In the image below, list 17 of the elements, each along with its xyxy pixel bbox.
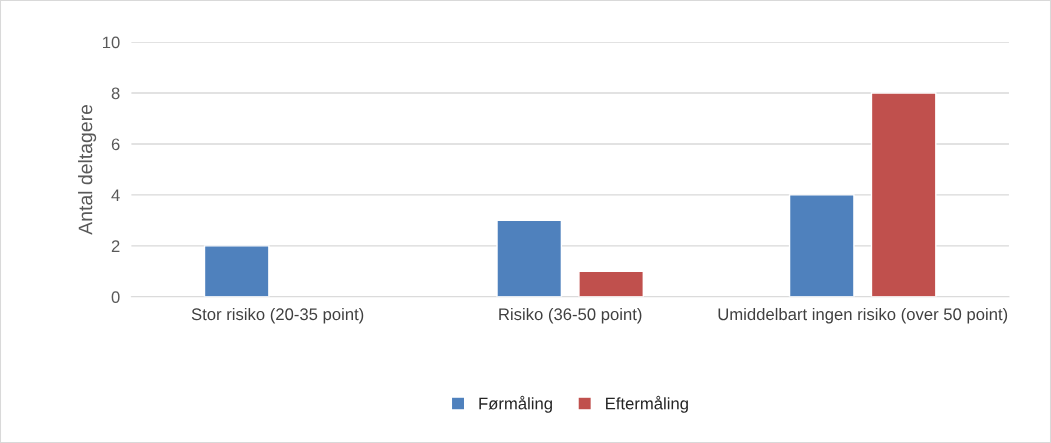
x-tick-label: Stor risiko (20-35 point) [191,307,364,324]
bar [203,245,270,297]
y-tick-label: 6 [111,138,120,151]
bar [578,270,644,297]
y-tick-label: 10 [103,36,120,49]
y-tick-label: 0 [111,291,120,304]
legend-label: Eftermåling [606,395,688,413]
x-tick-label: Risiko (36-50 point) [499,307,642,324]
legend-label: Førmåling [479,395,552,413]
bar [496,219,563,297]
x-tick-label: Umiddelbart ingen risiko (over 50 point) [718,307,1008,324]
bar [788,194,855,297]
bar [870,92,937,297]
y-tick-label: 2 [111,240,120,252]
y-axis-title: Antal deltagere [78,104,97,235]
y-tick-label: 4 [111,189,120,201]
y-tick-label: 8 [111,87,120,100]
